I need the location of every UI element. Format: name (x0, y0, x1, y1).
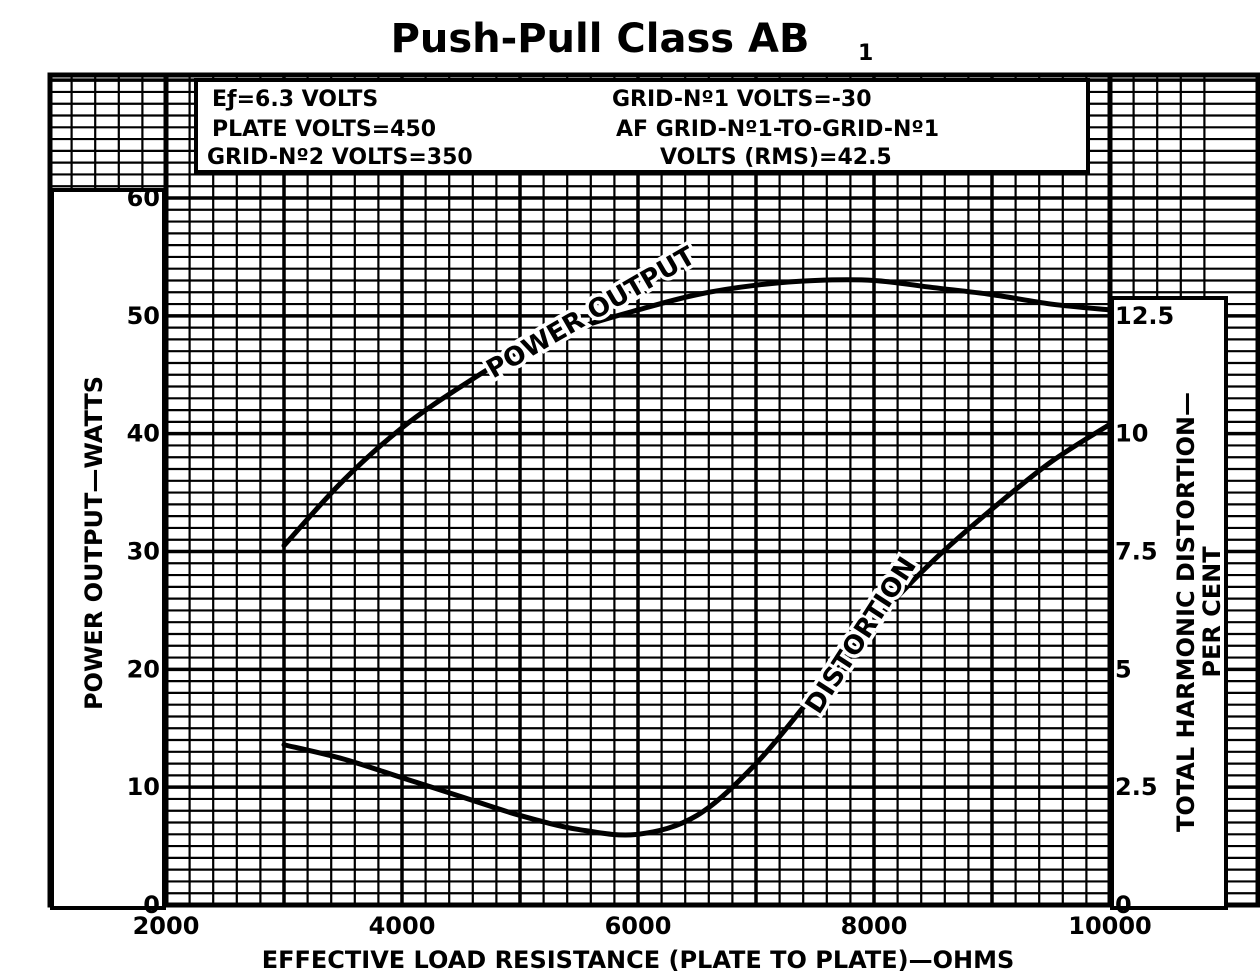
y-tick-label: 50 (127, 302, 160, 330)
y2-tick-label: 0 (1115, 891, 1132, 919)
x-tick-label: 10000 (1068, 912, 1152, 940)
x-tick-label: 6000 (605, 912, 672, 940)
plot-frame (47, 72, 1260, 908)
x-tick-label: 4000 (369, 912, 436, 940)
y2-axis-label-line1: TOTAL HARMONIC DISTORTION— (1172, 392, 1200, 832)
y2-axis-label-line2: PER CENT (1198, 546, 1226, 678)
condition-plate-volts: PLATE VOLTS=450 (212, 117, 436, 142)
y-tick-label: 30 (127, 538, 160, 566)
y-tick-label: 0 (143, 891, 160, 919)
condition-af-grid: AF GRID-Nº1-TO-GRID-Nº1 (616, 117, 939, 142)
distortion-line (281, 421, 1113, 838)
y-tick-label: 10 (127, 773, 160, 801)
y2-axis-ticks: 0 2.5 5 7.5 10 12.5 (1115, 302, 1174, 919)
condition-rms-volts: VOLTS (RMS)=42.5 (660, 145, 892, 170)
power-output-line (281, 277, 1113, 549)
grid (47, 72, 1260, 908)
y-tick-label: 40 (127, 420, 160, 448)
y-tick-label: 60 (127, 184, 160, 212)
left-axis-panel (50, 188, 166, 910)
y2-tick-label: 10 (1115, 420, 1148, 448)
y-axis-ticks: 0 10 20 30 40 50 60 (127, 184, 160, 919)
y2-tick-label: 7.5 (1115, 538, 1158, 566)
right-axis-panel (1110, 296, 1228, 910)
chart-title: Push-Pull Class AB (391, 16, 810, 62)
conditions-box (194, 78, 1090, 174)
chart-title-subscript: 1 (858, 41, 873, 66)
y2-tick-label: 2.5 (1115, 773, 1158, 801)
y2-tick-label: 5 (1115, 655, 1132, 683)
condition-grid2-volts: GRID-Nº2 VOLTS=350 (207, 145, 473, 170)
condition-filament: Eƒ=6.3 VOLTS (212, 87, 378, 112)
y-axis-label: POWER OUTPUT—WATTS (80, 376, 108, 710)
y2-tick-label: 12.5 (1115, 302, 1174, 330)
x-axis-label: EFFECTIVE LOAD RESISTANCE (PLATE TO PLAT… (262, 946, 1015, 974)
x-axis-ticks: 2000 4000 6000 8000 10000 (133, 912, 1152, 940)
x-tick-label: 8000 (841, 912, 908, 940)
y-tick-label: 20 (127, 655, 160, 683)
condition-grid1-volts: GRID-Nº1 VOLTS=-30 (612, 87, 872, 112)
x-tick-label: 2000 (133, 912, 200, 940)
